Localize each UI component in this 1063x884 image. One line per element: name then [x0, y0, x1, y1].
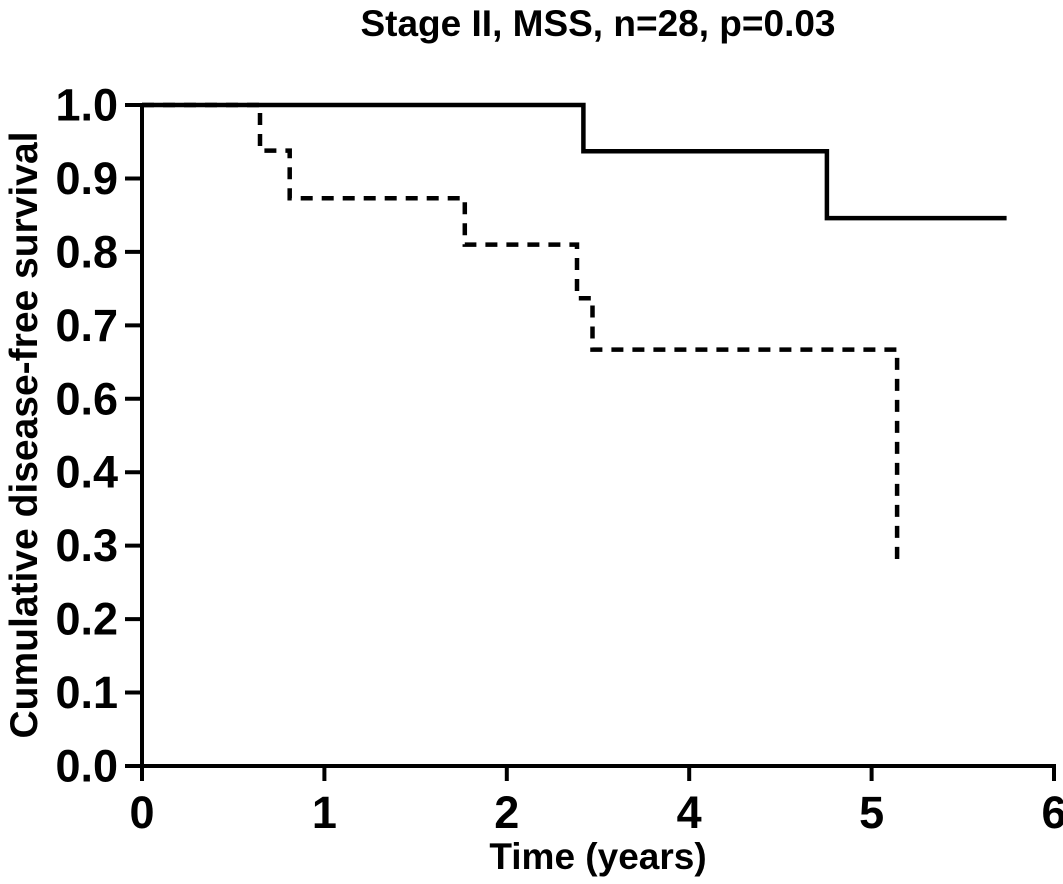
y-tick-label: 0.0	[55, 741, 118, 792]
chart-title: Stage II, MSS, n=28, p=0.03	[360, 3, 836, 44]
y-tick-label: 0.6	[55, 373, 118, 424]
y-tick-label: 1.0	[55, 80, 118, 131]
x-tick-label: 2	[494, 787, 519, 838]
x-tick-label: 4	[677, 787, 702, 838]
x-axis-title: Time (years)	[489, 836, 707, 877]
y-tick-label: 0.9	[55, 153, 118, 204]
x-tick-label: 5	[859, 787, 884, 838]
survival-curve-solid	[142, 102, 1007, 221]
x-tick-label: 0	[129, 787, 154, 838]
x-tick-label: 1	[312, 787, 337, 838]
y-tick-label: 0.2	[55, 594, 118, 645]
y-tick-label: 0.4	[55, 447, 118, 498]
survival-curve-dashed	[142, 102, 907, 559]
x-tick-label: 6	[1041, 787, 1063, 838]
y-tick-label: 0.8	[55, 226, 118, 277]
y-tick-label: 0.3	[55, 520, 118, 571]
y-tick-label: 0.7	[55, 300, 118, 351]
y-tick-label: 0.1	[55, 667, 118, 718]
